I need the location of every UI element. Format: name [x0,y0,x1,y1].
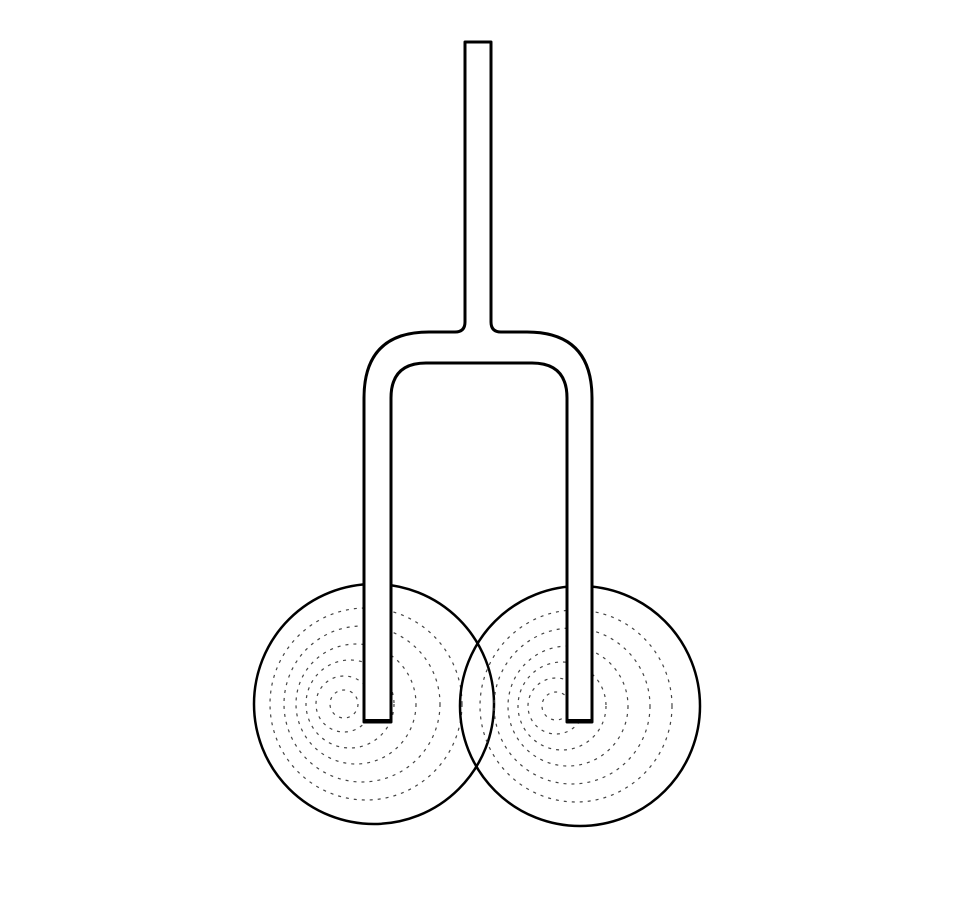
forked-tube [362,40,594,724]
